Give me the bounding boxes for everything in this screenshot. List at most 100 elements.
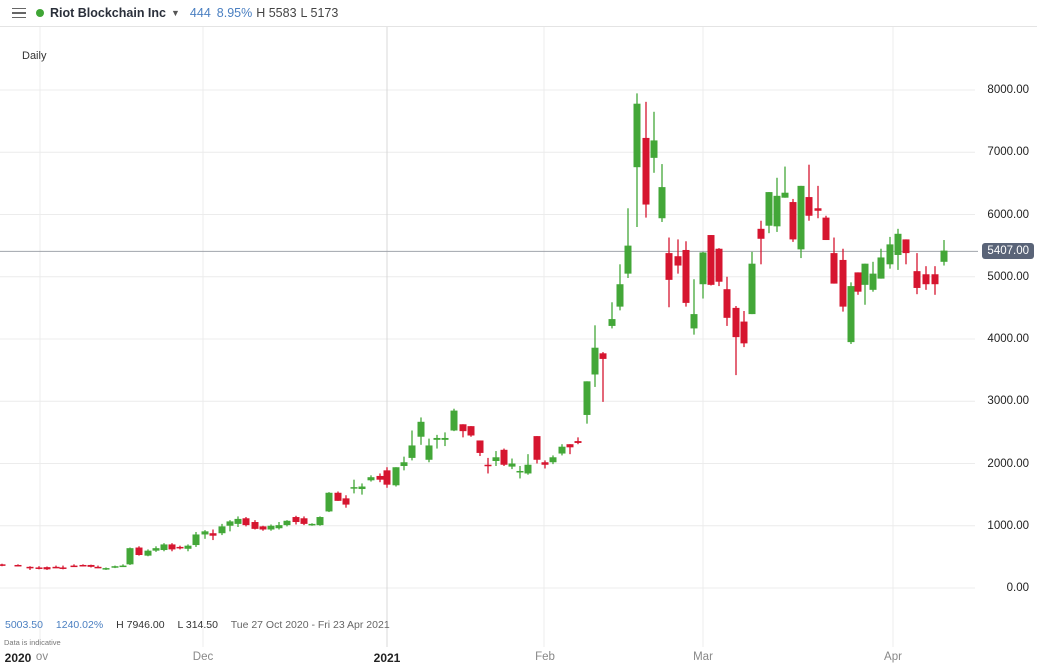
- candle-body: [185, 546, 192, 549]
- candle-body: [193, 534, 200, 545]
- candle-body: [153, 548, 160, 550]
- candle-body: [293, 517, 300, 522]
- candle-body: [260, 526, 267, 529]
- candle-body: [343, 498, 350, 504]
- y-tick-label: 8000.00: [987, 84, 1029, 96]
- candle-body: [941, 251, 948, 262]
- candle-body: [878, 257, 885, 278]
- candle-body: [112, 566, 119, 568]
- candle-body: [252, 522, 259, 529]
- candle-body: [592, 348, 599, 375]
- candle-body: [806, 197, 813, 216]
- candle-body: [666, 253, 673, 280]
- candle-body: [493, 457, 500, 461]
- candle-body: [716, 249, 723, 282]
- candle-body: [219, 526, 226, 533]
- y-tick-label: 6000.00: [987, 209, 1029, 221]
- y-tick-label: 4000.00: [987, 333, 1029, 345]
- candle-body: [823, 218, 830, 240]
- candle-body: [309, 524, 316, 526]
- candle-body: [559, 447, 566, 454]
- candle-body: [534, 436, 541, 460]
- candle-body: [161, 544, 168, 550]
- candle-body: [542, 462, 549, 464]
- x-tick-label: Mar: [693, 651, 713, 663]
- candle-body: [351, 487, 358, 489]
- y-tick-label: 0.00: [1007, 582, 1029, 594]
- candle-body: [326, 493, 333, 512]
- candle-body: [177, 547, 184, 549]
- candle-body: [774, 196, 781, 227]
- candle-body: [903, 239, 910, 253]
- hamburger-icon[interactable]: [12, 8, 26, 19]
- candlestick-chart[interactable]: [0, 27, 1037, 647]
- period-label[interactable]: Daily: [22, 50, 46, 62]
- candle-body: [0, 564, 6, 566]
- candle-body: [335, 493, 342, 501]
- y-tick-label: 2000.00: [987, 458, 1029, 470]
- candle-body: [675, 256, 682, 265]
- candle-body: [409, 445, 416, 457]
- instrument-header: Riot Blockchain Inc ▼ 444 8.95% H 5583 L…: [0, 0, 1037, 27]
- candle-body: [202, 531, 209, 534]
- candle-body: [210, 533, 217, 535]
- candle-body: [848, 286, 855, 342]
- candle-body: [71, 566, 78, 568]
- candle-body: [276, 525, 283, 528]
- candle-body: [625, 246, 632, 274]
- candle-body: [855, 272, 862, 291]
- candle-body: [235, 519, 242, 524]
- market-status-dot: [36, 9, 44, 17]
- x-tick-label: ov: [36, 651, 48, 663]
- candle-body: [550, 457, 557, 462]
- candle-body: [525, 465, 532, 474]
- candle-body: [575, 441, 582, 443]
- candle-body: [15, 565, 22, 567]
- candle-body: [683, 250, 690, 303]
- candle-body: [243, 518, 250, 525]
- candle-body: [27, 567, 34, 569]
- candle-body: [815, 208, 822, 210]
- candle-body: [895, 234, 902, 255]
- candle-body: [758, 229, 765, 239]
- candle-body: [509, 464, 516, 467]
- instrument-name[interactable]: Riot Blockchain Inc: [50, 6, 166, 20]
- candle-body: [485, 465, 492, 467]
- range-last: 5003.50: [5, 619, 43, 631]
- x-tick-label: Feb: [535, 651, 555, 663]
- candle-body: [384, 470, 391, 484]
- range-high: H 7946.00: [116, 619, 164, 631]
- candle-body: [700, 252, 707, 284]
- candle-body: [600, 353, 607, 359]
- candle-body: [691, 314, 698, 328]
- candle-body: [634, 104, 641, 167]
- candle-body: [426, 445, 433, 459]
- day-low: L 5173: [301, 6, 339, 20]
- candle-body: [798, 186, 805, 249]
- candle-body: [127, 548, 134, 564]
- y-tick-label: 3000.00: [987, 395, 1029, 407]
- candle-body: [418, 422, 425, 437]
- candle-body: [95, 567, 102, 569]
- candle-body: [60, 567, 67, 569]
- candle-body: [88, 565, 95, 567]
- candle-body: [284, 521, 291, 525]
- candle-body: [651, 140, 658, 157]
- candle-body: [53, 567, 60, 569]
- chevron-down-icon[interactable]: ▼: [171, 8, 180, 18]
- candle-body: [136, 548, 143, 555]
- candle-body: [80, 565, 87, 567]
- price-change: 444: [190, 6, 211, 20]
- candle-body: [923, 274, 930, 284]
- candle-body: [609, 319, 616, 326]
- y-tick-label: 7000.00: [987, 146, 1029, 158]
- candle-body: [145, 551, 152, 556]
- candle-body: [617, 284, 624, 306]
- candle-body: [733, 308, 740, 337]
- candle-body: [169, 544, 176, 549]
- candle-body: [401, 462, 408, 466]
- candle-body: [584, 381, 591, 415]
- candle-body: [460, 424, 467, 431]
- date-range: Tue 27 Oct 2020 - Fri 23 Apr 2021: [231, 619, 390, 631]
- candle-body: [301, 518, 308, 524]
